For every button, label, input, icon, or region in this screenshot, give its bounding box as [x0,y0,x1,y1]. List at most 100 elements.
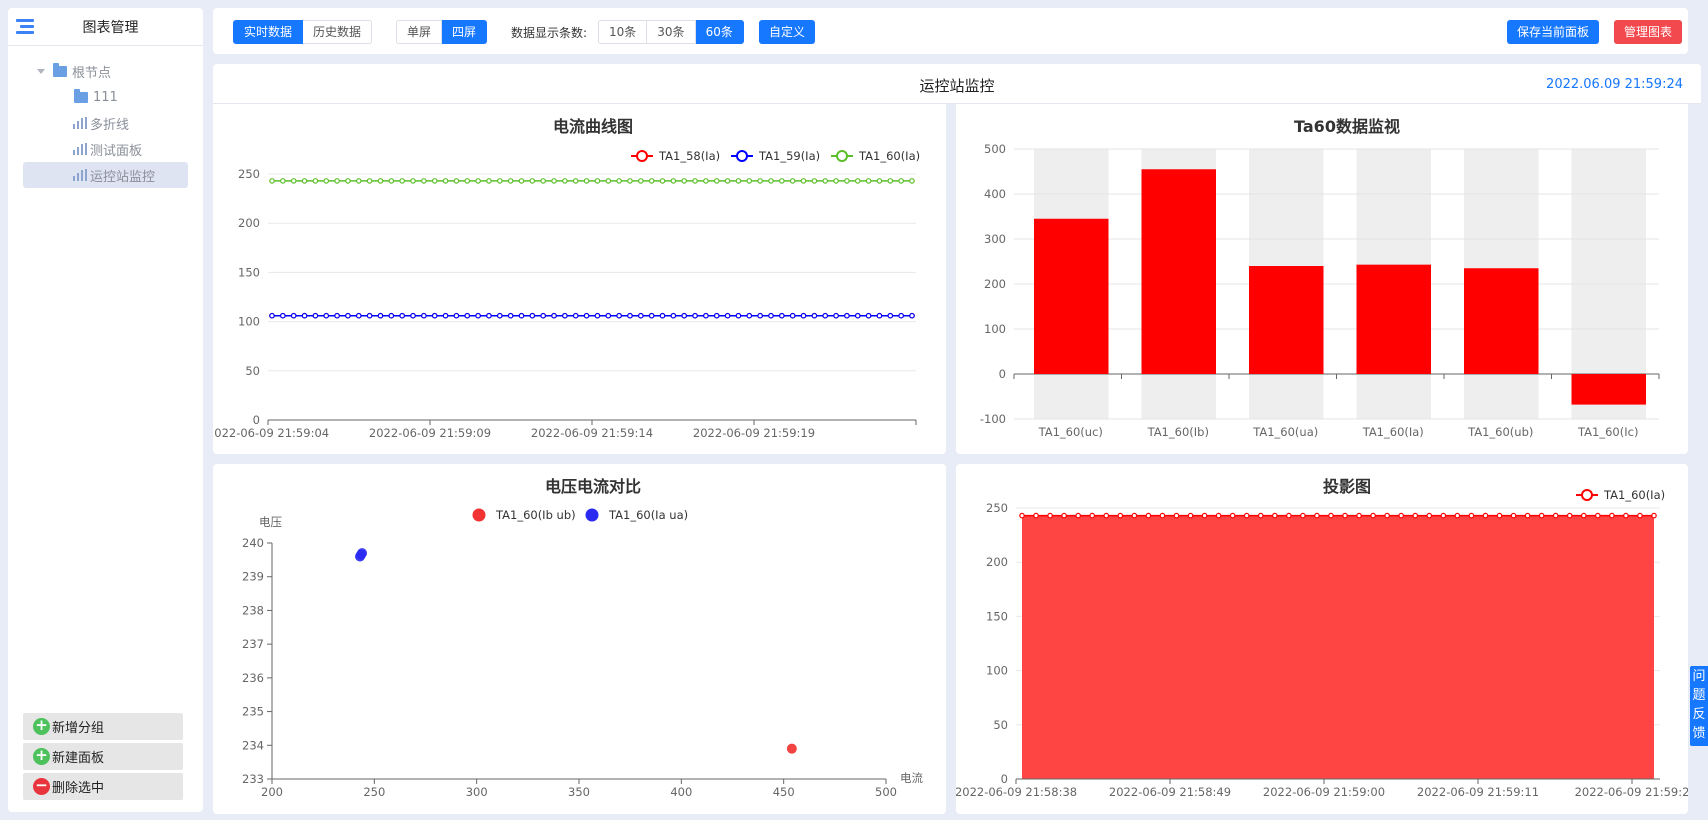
data-point [410,312,416,319]
data-point [269,312,275,319]
data-point [768,178,774,184]
x-tick-label: 2022-06-09 21:59:00 [1263,785,1385,799]
data-point [865,178,872,184]
data-point [854,178,861,184]
y-tick-label: 235 [242,705,264,719]
data-point [562,312,568,319]
tree-node-test-panel[interactable]: 测试面板 [23,136,188,162]
y-tick-label: 300 [984,232,1006,246]
data-point [789,312,796,319]
y-tick-label: 200 [986,555,1008,569]
x-tick-label: 2022-06-09 21:59:2 [1575,785,1688,799]
manage-charts-button[interactable]: 管理图表 [1614,20,1683,44]
count-30-button[interactable]: 30条 [647,20,696,44]
y-tick-label: 0 [1001,772,1008,786]
realtime-data-button[interactable]: 实时数据 [233,20,304,44]
plus-circle-icon: + [33,748,50,765]
data-point [898,178,904,184]
single-screen-button[interactable]: 单屏 [396,20,443,44]
data-point [1440,512,1447,519]
data-point [1145,512,1152,519]
y-tick-label: 200 [984,277,1006,291]
data-point [1482,512,1489,519]
data-point [388,178,395,184]
quad-screen-button[interactable]: 四屏 [442,20,488,44]
data-point [1243,512,1250,519]
x-tick-label: 200 [261,785,283,799]
data-point [1538,512,1545,519]
tree-node-111[interactable]: 111 [23,84,188,110]
delete-selected-button[interactable]: − 删除选中 [23,773,183,800]
data-point [811,178,818,184]
y-tick-label: -100 [980,412,1006,426]
feedback-label: 问题反馈 [1692,669,1706,741]
data-point [1201,512,1208,519]
data-point [735,312,742,319]
history-data-button[interactable]: 历史数据 [303,20,373,44]
data-point [1426,512,1433,519]
y-tick-label: 238 [242,603,264,617]
y-tick-label: 0 [253,413,260,427]
data-point [800,178,807,184]
data-point [746,178,753,184]
data-point [1131,512,1138,519]
data-point [431,178,438,184]
y-tick-label: 0 [999,367,1006,381]
data-point [421,178,427,184]
data-point [692,178,698,184]
custom-button[interactable]: 自定义 [759,20,816,44]
monitor-timestamp: 2022.06.09 21:59:24 [1546,77,1683,92]
count-10-button[interactable]: 10条 [598,20,648,44]
data-point [1651,512,1657,519]
chart-title: 电压电流对比 [545,477,641,496]
data-point [1286,512,1292,519]
data-point [1609,512,1615,519]
data-point [789,178,796,184]
minus-circle-icon: − [33,778,50,795]
data-point [1019,512,1025,519]
data-point [670,178,677,184]
x-tick-label: TA1_60(ua) [1252,425,1318,439]
bar-chart-icon [72,117,87,129]
count-60-button[interactable]: 60条 [695,20,744,44]
x-tick-label: 500 [875,785,897,799]
menu-toggle-icon[interactable] [16,19,34,35]
data-point [301,312,308,319]
y-tick-label: 100 [986,664,1008,678]
data-point [703,178,709,184]
add-group-label: 新增分组 [52,721,105,736]
scatter-point [356,549,367,560]
tree-node-root[interactable]: 根节点 [23,58,188,84]
data-point [779,312,785,319]
y-tick-label: 100 [984,322,1006,336]
data-point [475,178,481,184]
data-point [1103,512,1110,519]
sidebar-title: 图表管理 [82,19,139,36]
data-point [681,178,688,184]
data-point [355,178,362,184]
data-point [670,312,677,319]
x-tick-label: TA1_60(Ia) [1362,425,1424,439]
data-point [475,312,481,319]
data-point [421,312,427,319]
new-panel-button[interactable]: + 新建面板 [23,743,183,770]
feedback-button[interactable]: 问题反馈 [1690,666,1708,746]
data-point [1566,512,1573,519]
sidebar: 图表管理 根节点 111 多折线 测试面板 运控站监控 + 新增分组 + 新建面… [8,8,203,812]
bar [1464,268,1539,374]
monitor-header: 运控站监控 2022.06.09 21:59:24 [213,64,1701,104]
data-point [1229,512,1236,519]
data-point [486,312,492,319]
tree-node-multi-line[interactable]: 多折线 [23,110,188,136]
add-group-button[interactable]: + 新增分组 [23,713,183,740]
data-point [1510,512,1517,519]
data-point [334,312,340,319]
caret-down-icon[interactable] [37,68,45,74]
data-point [648,312,655,319]
data-point [562,178,568,184]
tree-node-station-monitor[interactable]: 运控站监控 [23,162,188,188]
data-point [659,178,666,184]
data-point [1595,512,1601,519]
save-panel-button[interactable]: 保存当前面板 [1507,20,1600,44]
